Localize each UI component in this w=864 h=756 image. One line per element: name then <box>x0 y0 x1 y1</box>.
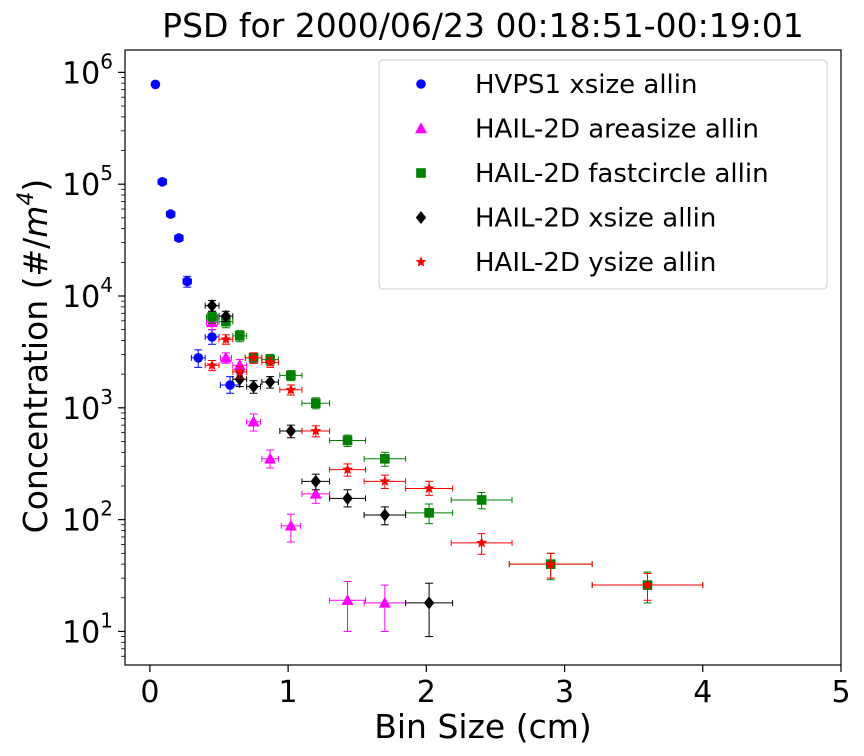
data-point <box>234 372 245 386</box>
plot-area: 0 1 2 3 4 5 101 102 103 104 105 106 <box>62 49 850 710</box>
data-point <box>220 333 232 344</box>
data-point <box>378 596 391 608</box>
x-tick-label: 1 <box>279 675 298 710</box>
y-axis: 101 102 103 104 105 106 <box>62 49 125 657</box>
data-point <box>342 491 353 505</box>
data-point <box>206 299 218 313</box>
legend-label: HAIL-2D areasize allin <box>475 115 759 145</box>
data-point <box>379 508 391 522</box>
data-point <box>285 383 297 395</box>
legend-label: HVPS1 xsize allin <box>475 70 697 100</box>
data-point <box>310 474 321 488</box>
legend-item: HAIL-2D areasize allin <box>414 115 759 145</box>
data-point <box>641 579 654 590</box>
data-point <box>342 463 354 475</box>
chart-title: PSD for 2000/06/23 00:18:51-00:19:01 <box>162 6 804 45</box>
x-axis: 0 1 2 3 4 5 <box>140 665 851 710</box>
legend-marker <box>415 256 427 267</box>
data-point <box>476 495 487 505</box>
data-point <box>182 276 193 287</box>
y-axis-label-unit: m <box>16 206 55 238</box>
data-point <box>234 365 246 377</box>
y-axis-label-suffix: ) <box>16 179 55 192</box>
data-point <box>165 209 176 219</box>
y-tick-label: 104 <box>62 273 113 315</box>
data-point <box>234 331 245 341</box>
series-5 <box>204 333 704 601</box>
data-point <box>206 359 218 371</box>
data-point <box>247 415 260 427</box>
data-point <box>225 380 235 390</box>
data-point <box>310 425 322 436</box>
data-point <box>476 537 488 548</box>
data-point <box>379 475 391 487</box>
y-tick-label: 102 <box>62 497 113 539</box>
legend-box <box>378 59 828 290</box>
legend-item: HAIL-2D xsize allin <box>415 204 716 234</box>
legend-marker <box>416 79 426 89</box>
series-2 <box>206 315 407 632</box>
y-tick-label: 106 <box>62 49 113 91</box>
series-4 <box>204 299 454 638</box>
data-point <box>424 508 434 518</box>
legend-label: HAIL-2D ysize allin <box>475 248 716 278</box>
data-point <box>342 435 353 446</box>
data-point <box>150 79 161 90</box>
legend-marker <box>415 211 427 224</box>
data-point <box>264 452 277 464</box>
legend-marker <box>416 168 426 178</box>
data-point <box>286 370 296 381</box>
data-point <box>309 487 322 499</box>
data-point <box>219 351 232 363</box>
data-point <box>220 309 232 323</box>
x-tick-label: 0 <box>140 675 159 710</box>
legend: HVPS1 xsize allin HAIL-2D areasize allin H… <box>378 59 828 290</box>
y-axis-label-exponent: 4 <box>14 192 39 206</box>
data-point <box>264 356 276 368</box>
data-point <box>423 482 435 494</box>
y-axis-label: Concentration (#/m4) <box>14 179 55 534</box>
data-point <box>157 177 168 187</box>
legend-label: HAIL-2D fastcircle allin <box>475 159 769 189</box>
y-tick-label: 105 <box>62 161 113 203</box>
data-point <box>285 424 297 438</box>
x-tick-label: 5 <box>831 675 850 710</box>
data-point <box>545 558 557 569</box>
data-point <box>310 398 321 408</box>
data-point <box>193 353 204 363</box>
y-tick-label: 103 <box>62 385 113 427</box>
legend-marker <box>414 122 428 134</box>
legend-item: HAIL-2D fastcircle allin <box>416 159 769 189</box>
x-tick-label: 3 <box>555 675 574 710</box>
data-point <box>380 453 390 464</box>
data-point <box>284 519 297 531</box>
data-point <box>248 380 259 394</box>
legend-item: HVPS1 xsize allin <box>416 70 697 100</box>
data-point <box>264 375 276 389</box>
y-axis-label-prefix: Concentration (#/ <box>16 237 55 533</box>
x-tick-label: 2 <box>417 675 436 710</box>
data-point <box>423 596 435 610</box>
legend-label: HAIL-2D xsize allin <box>475 204 716 234</box>
x-axis-label: Bin Size (cm) <box>374 707 591 746</box>
plot-frame <box>124 49 842 666</box>
x-tick-label: 4 <box>693 675 712 710</box>
data-series <box>150 79 704 638</box>
data-point <box>174 233 184 243</box>
y-tick-label: 101 <box>62 608 113 650</box>
data-point <box>341 594 354 605</box>
legend-item: HAIL-2D ysize allin <box>415 248 716 278</box>
data-point <box>207 312 217 322</box>
data-point <box>207 332 217 342</box>
data-point <box>248 352 260 363</box>
series-1 <box>150 79 241 394</box>
